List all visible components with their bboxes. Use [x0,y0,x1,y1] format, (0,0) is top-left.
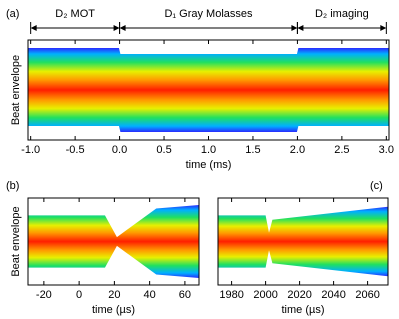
x-tick-label: 1.5 [245,144,260,156]
y-axis-label: Beat envelope [10,55,22,125]
x-tick-label: 2060 [355,289,379,301]
x-tick-label: 0 [76,289,82,301]
x-tick-label: -1.0 [21,144,40,156]
x-tick-label: 2040 [321,289,345,301]
plot-frame [217,197,389,286]
plot-frame [27,197,200,286]
panel-label: (a) [6,8,19,20]
panel-label: (b) [6,180,19,192]
x-tick-label: 1980 [219,289,243,301]
x-tick-label: 60 [179,289,191,301]
panel-label: (c) [370,180,383,192]
x-tick-label: 0.5 [156,144,171,156]
envelope [28,204,199,279]
x-axis-label: time (µs) [281,304,324,316]
x-axis-label: time (ms) [186,159,232,171]
x-tick-label: 0.0 [112,144,127,156]
x-tick-label: -0.5 [66,144,85,156]
phase-label: D₂ MOT [55,8,95,20]
x-tick-label: 20 [108,289,120,301]
envelope [218,206,388,277]
phase-label: D₂ imaging [315,8,369,20]
x-tick-label: -20 [36,289,52,301]
x-tick-label: 2020 [287,289,311,301]
x-tick-label: 3.0 [379,144,394,156]
x-tick-label: 2000 [253,289,277,301]
envelope [28,48,389,132]
x-axis-label: time (µs) [92,304,135,316]
x-tick-label: 40 [144,289,156,301]
phase-label: D₁ Gray Molasses [164,8,253,20]
x-tick-label: 1.0 [201,144,216,156]
x-tick-label: 2.0 [290,144,305,156]
y-axis-label: Beat envelope [10,206,22,276]
x-tick-label: 2.5 [334,144,349,156]
